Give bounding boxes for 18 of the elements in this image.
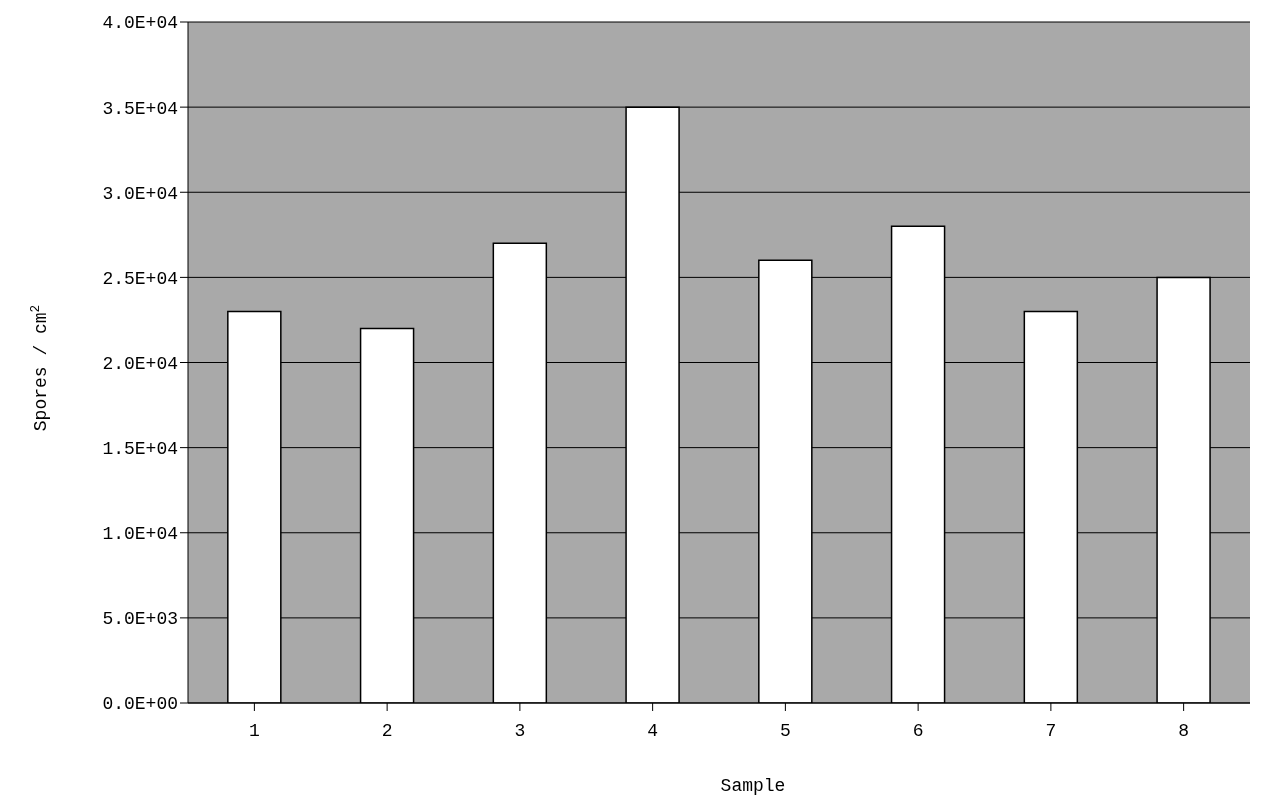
x-axis-title: Sample xyxy=(720,776,786,796)
x-tick-label: 3 xyxy=(514,720,526,741)
x-tick-label: 1 xyxy=(248,720,260,741)
y-tick-label: 1.5E+04 xyxy=(102,439,178,460)
y-tick-label: 2.0E+04 xyxy=(102,353,178,374)
y-tick-label: 1.0E+04 xyxy=(102,524,178,545)
y-tick-label: 0.0E+00 xyxy=(102,694,178,715)
y-tick-label: 4.0E+04 xyxy=(102,13,178,34)
x-tick-label: 6 xyxy=(912,720,924,741)
y-tick-label: 3.0E+04 xyxy=(102,183,178,204)
x-tick-label: 4 xyxy=(647,720,659,741)
y-tick-label: 3.5E+04 xyxy=(102,98,178,119)
y-tick-label: 2.5E+04 xyxy=(102,268,178,289)
y-tick-label: 5.0E+03 xyxy=(102,609,178,630)
x-tick-label: 8 xyxy=(1178,720,1190,741)
x-tick-label: 7 xyxy=(1045,720,1057,741)
x-tick-label: 5 xyxy=(779,720,791,741)
x-tick-label: 2 xyxy=(381,720,393,741)
